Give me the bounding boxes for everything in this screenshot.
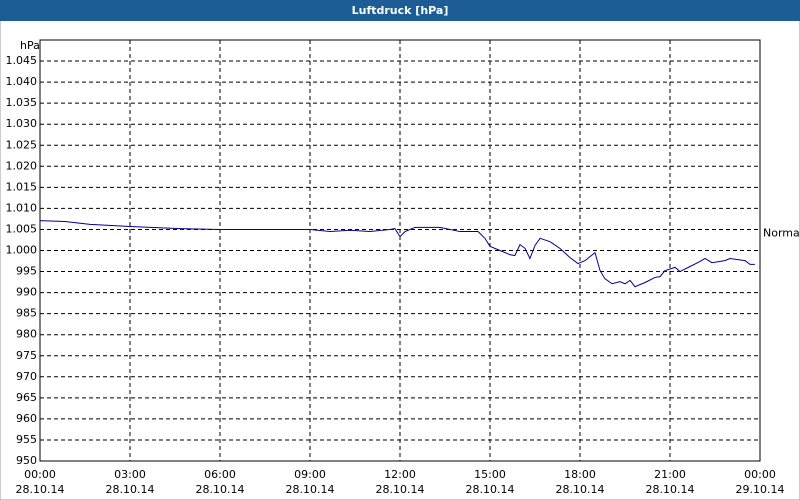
y-tick-label: 1.015 bbox=[6, 180, 38, 193]
x-tick-date: 28.10.14 bbox=[106, 483, 155, 496]
y-tick-label: 955 bbox=[16, 433, 37, 446]
y-tick-label: 1.005 bbox=[6, 222, 38, 235]
y-tick-label: 1.000 bbox=[6, 244, 38, 257]
x-tick-label: 00:00 bbox=[24, 468, 56, 481]
x-tick-label: 06:00 bbox=[204, 468, 236, 481]
x-tick-label: 03:00 bbox=[114, 468, 146, 481]
x-tick-date: 28.10.14 bbox=[16, 483, 65, 496]
y-tick-label: 970 bbox=[16, 370, 37, 383]
y-tick-label: 1.025 bbox=[6, 138, 38, 151]
y-unit: hPa bbox=[20, 39, 40, 52]
x-tick-label: 09:00 bbox=[294, 468, 326, 481]
y-tick-label: 995 bbox=[16, 265, 37, 278]
x-tick-label: 18:00 bbox=[564, 468, 596, 481]
x-tick-label: 21:00 bbox=[654, 468, 686, 481]
x-tick-date: 28.10.14 bbox=[646, 483, 695, 496]
y-tick-label: 1.010 bbox=[6, 201, 38, 214]
annotation: Normal bbox=[763, 227, 800, 240]
chart-title: Luftdruck [hPa] bbox=[352, 4, 449, 17]
title-bar bbox=[0, 0, 800, 21]
plot-border bbox=[39, 39, 761, 462]
x-tick-date: 28.10.14 bbox=[376, 483, 425, 496]
y-tick-label: 980 bbox=[16, 328, 37, 341]
x-tick-label: 15:00 bbox=[474, 468, 506, 481]
x-tick-label: 00:00 bbox=[744, 468, 776, 481]
x-tick-date: 28.10.14 bbox=[466, 483, 515, 496]
y-tick-label: 1.045 bbox=[6, 54, 38, 67]
line bbox=[39, 220, 755, 288]
x-tick-label: 12:00 bbox=[384, 468, 416, 481]
y-tick-label: 1.040 bbox=[6, 75, 38, 88]
y-tick-label: 985 bbox=[16, 307, 37, 320]
y-tick-label: 950 bbox=[16, 454, 37, 467]
y-tick-label: 990 bbox=[16, 286, 37, 299]
x-tick-date: 28.10.14 bbox=[556, 483, 605, 496]
y-tick-label: 960 bbox=[16, 412, 37, 425]
x-tick-date: 28.10.14 bbox=[196, 483, 245, 496]
y-tick-label: 1.035 bbox=[6, 96, 38, 109]
y-tick-label: 1.020 bbox=[6, 159, 38, 172]
x-tick-date: 28.10.14 bbox=[286, 483, 335, 496]
x-tick-date: 29.10.14 bbox=[736, 483, 785, 496]
y-tick-label: 965 bbox=[16, 391, 37, 404]
y-tick-label: 975 bbox=[16, 349, 37, 362]
y-tick-label: 1.030 bbox=[6, 117, 38, 130]
